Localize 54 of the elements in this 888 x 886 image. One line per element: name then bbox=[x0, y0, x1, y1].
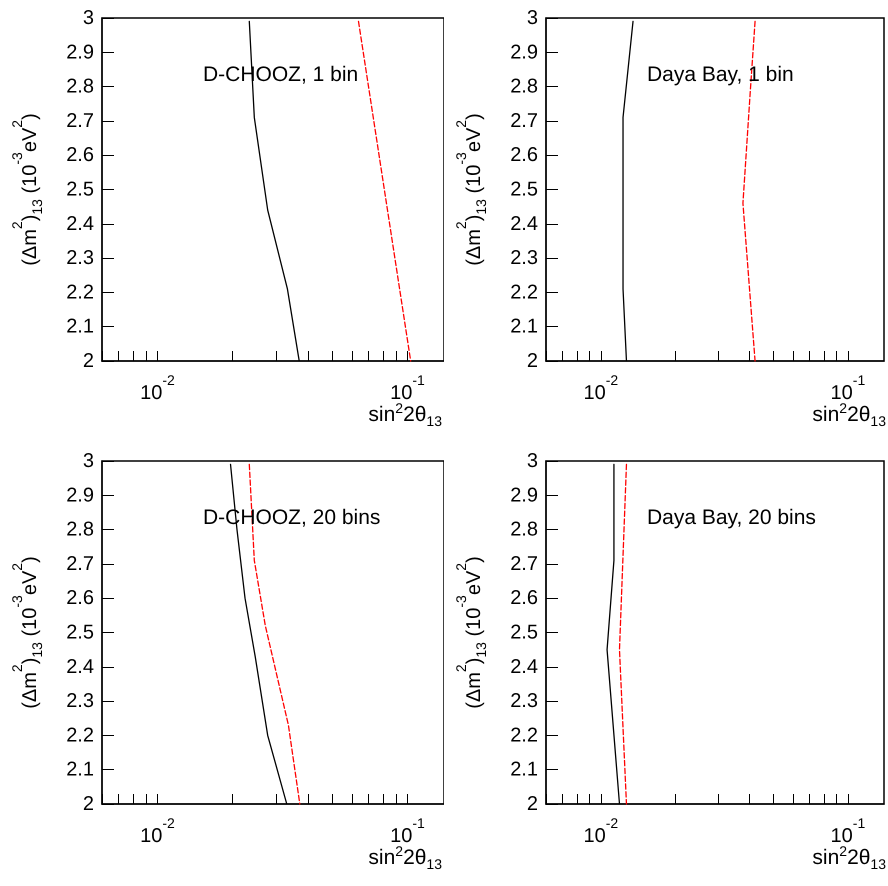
y-tick-label: 2.2 bbox=[510, 724, 538, 746]
y-tick-label: 2.4 bbox=[510, 212, 538, 235]
y-tick-label: 2.7 bbox=[510, 552, 538, 575]
x-axis-title: sin$^{2}$2θ$_{13}$ bbox=[812, 843, 886, 872]
y-tick-label: 2.8 bbox=[66, 518, 94, 541]
y-tick-label: 2 bbox=[526, 350, 538, 372]
y-tick-label: 2.8 bbox=[510, 76, 538, 98]
y-tick-label: 2 bbox=[526, 793, 538, 815]
y-tick-label: 2.6 bbox=[510, 587, 538, 610]
y-tick-label: 2.4 bbox=[66, 656, 94, 678]
annotation: Daya Bay, 1 bin bbox=[647, 63, 794, 86]
y-tick-label: 2.7 bbox=[66, 110, 94, 132]
y-tick-label: 2.3 bbox=[66, 247, 94, 270]
y-tick-label: 2.8 bbox=[66, 76, 94, 98]
x-axis-title: sin$^{2}$2θ$_{13}$ bbox=[368, 400, 442, 430]
y-tick-label: 2.6 bbox=[66, 587, 94, 610]
text: (Δm2)13 (10-3eV2) bbox=[9, 113, 45, 266]
y-tick-label: 2.1 bbox=[510, 758, 538, 781]
y-tick-label: 3 bbox=[82, 450, 94, 472]
y-tick-label: 2.6 bbox=[510, 144, 538, 166]
text: (Δm2)13 (10-3eV2) bbox=[453, 556, 489, 709]
y-tick-label: 2.5 bbox=[66, 622, 94, 644]
y-tick-label: 2.5 bbox=[66, 178, 94, 200]
y-tick-label: 2.3 bbox=[510, 247, 538, 270]
y-tick-label: 2.9 bbox=[510, 484, 538, 506]
y-tick-label: 2.7 bbox=[66, 552, 94, 575]
text: (Δm2)13 (10-3eV2) bbox=[9, 556, 45, 709]
y-tick-label: 2.8 bbox=[510, 518, 538, 541]
y-tick-label: 3 bbox=[526, 7, 538, 29]
y-tick-label: 2 bbox=[82, 793, 94, 815]
y-tick-label: 2.9 bbox=[510, 41, 538, 64]
y-tick-label: 2.2 bbox=[66, 724, 94, 746]
y-tick-label: 2.4 bbox=[66, 212, 94, 235]
y-tick-label: 2.5 bbox=[510, 622, 538, 644]
y-tick-label: 2.2 bbox=[66, 281, 94, 304]
y-tick-label: 2.6 bbox=[66, 144, 94, 166]
y-tick-label: 2 bbox=[82, 350, 94, 372]
y-tick-label: 3 bbox=[82, 7, 94, 29]
y-tick-label: 2.3 bbox=[510, 690, 538, 712]
y-tick-label: 2.1 bbox=[66, 758, 94, 781]
y-tick-label: 2.2 bbox=[510, 281, 538, 304]
y-tick-label: 2.1 bbox=[66, 316, 94, 338]
x-axis-title: sin$^{2}$2θ$_{13}$ bbox=[812, 400, 886, 430]
y-tick-label: 2.7 bbox=[510, 110, 538, 132]
y-tick-label: 2.9 bbox=[66, 484, 94, 506]
y-tick-label: 2.1 bbox=[510, 316, 538, 338]
y-tick-label: 2.5 bbox=[510, 178, 538, 200]
x-axis-title: sin$^{2}$2θ$_{13}$ bbox=[368, 843, 442, 872]
y-tick-label: 2.3 bbox=[66, 690, 94, 712]
y-tick-label: 3 bbox=[526, 450, 538, 472]
y-tick-label: 2.9 bbox=[66, 41, 94, 64]
y-tick-label: 2.4 bbox=[510, 656, 538, 678]
text: (Δm2)13 (10-3eV2) bbox=[453, 113, 489, 266]
annotation: Daya Bay, 20 bins bbox=[647, 506, 816, 529]
